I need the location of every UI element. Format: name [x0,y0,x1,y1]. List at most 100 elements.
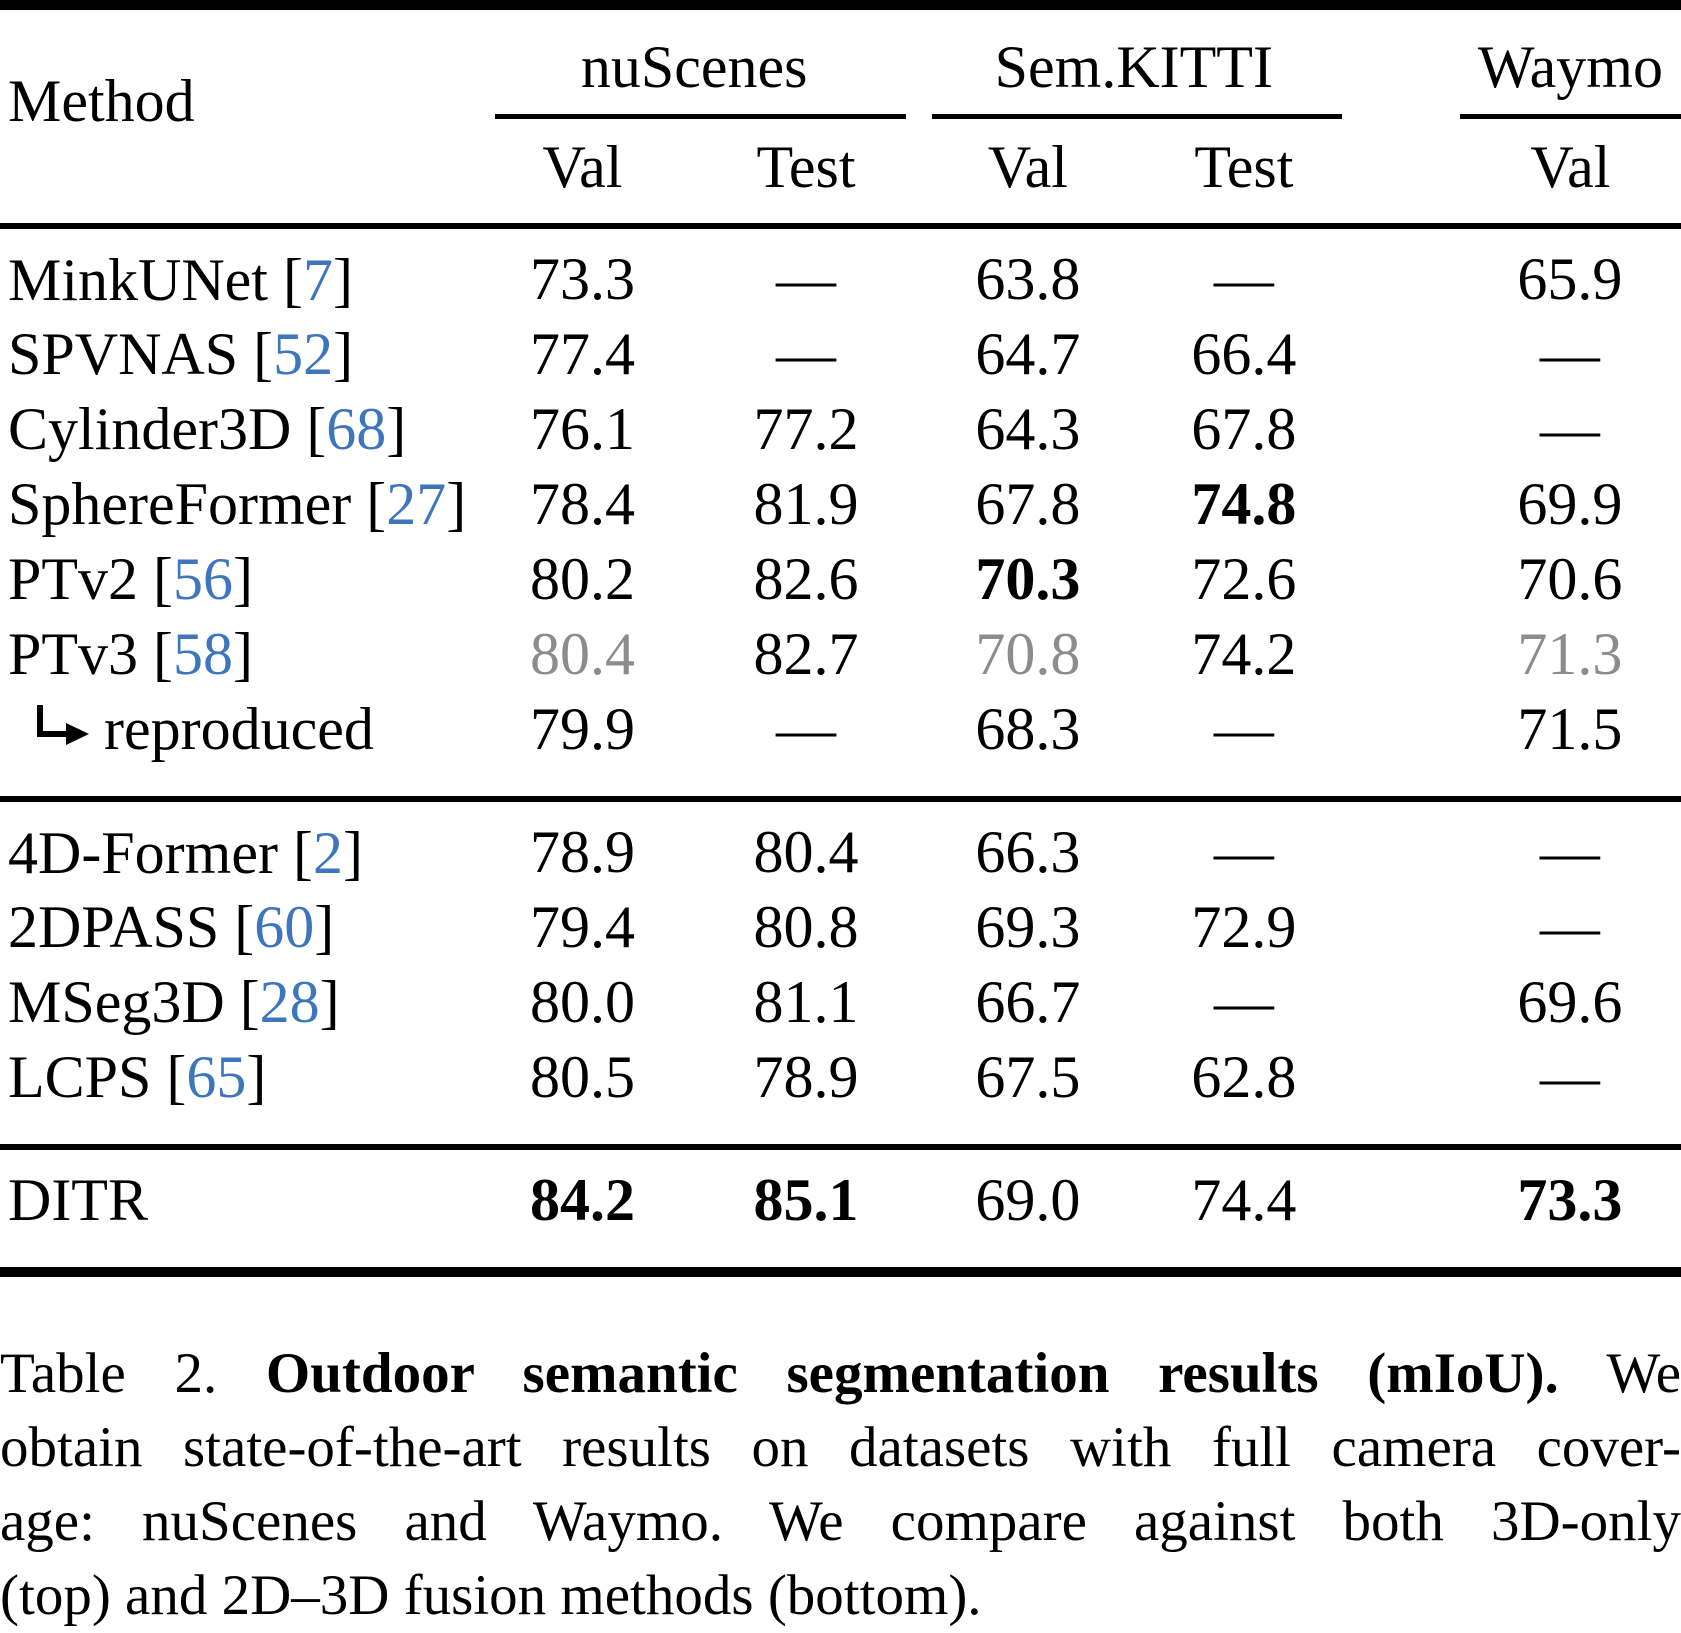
method-cell: reproduced [0,692,471,799]
value-cell: — [1213,819,1274,885]
citation-ref[interactable]: 2 [312,819,343,886]
value-cell: 82.7 [753,621,859,687]
caption-line: Table 2. Outdoor semantic segmentation r… [0,1337,1681,1411]
citation-bracket-close: ] [386,396,407,462]
return-arrow-icon [34,693,90,766]
citation-ref[interactable]: 52 [273,321,334,387]
value-cell: — [1539,1044,1600,1110]
citation-bracket-open: [ [239,969,260,1035]
subcol-nuscenes-test: Test [756,134,856,200]
citation-bracket-close: ] [446,471,467,537]
method-name: PTv2 [8,546,139,612]
group-header-nuscenes: nuScenes [471,5,918,119]
method-cell: SPVNAS [52] [0,317,471,392]
value-cell: 78.9 [529,819,635,885]
table-row: DITR 84.2 85.1 69.0 74.4 73.3 [0,1147,1681,1272]
subcol-semkitti-test: Test [1194,134,1294,200]
citation-ref[interactable]: 68 [326,396,387,462]
method-cell: Cylinder3D [68] [0,392,471,467]
value-cell: 80.8 [753,894,859,960]
method-cell: 4D-Former [2] [0,799,471,890]
citation-ref[interactable]: 60 [254,894,315,960]
citation-ref[interactable]: 56 [173,546,234,612]
value-cell: 80.4 [529,621,635,687]
method-name: LCPS [8,1043,152,1110]
caption-text: We [1606,1342,1681,1405]
value-cell: 69.9 [1517,471,1623,537]
table-row: LCPS [65] 80.5 78.9 67.5 62.8 — [0,1040,1681,1147]
citation-bracket-open: [ [153,546,174,612]
method-name: SPVNAS [8,321,239,387]
value-cell: — [1539,396,1600,462]
value-cell: 77.2 [753,396,859,462]
citation-bracket-open: [ [166,1043,187,1110]
value-cell: 81.1 [753,969,859,1035]
value-cell: 80.4 [753,819,859,885]
value-cell: 66.7 [975,969,1081,1035]
value-cell: 70.3 [975,546,1081,612]
value-cell: 64.7 [975,321,1081,387]
citation-bracket-close: ] [233,621,253,687]
section-2d3d-fusion: 4D-Former [2] 78.9 80.4 66.3 — — 2DPASS [60] 79… [0,799,1681,1147]
value-cell: 78.9 [753,1044,859,1110]
subcol-semkitti-val: Val [987,134,1068,200]
value-cell: 74.8 [1191,471,1297,537]
group-label-waymo: Waymo [1477,34,1663,100]
method-name: MSeg3D [8,969,225,1035]
results-table: Method nuScenes Sem.KITTI Waymo Val Test… [0,0,1681,1277]
citation-bracket-open: [ [253,321,274,387]
table-row: MSeg3D [28] 80.0 81.1 66.7 — 69.6 [0,965,1681,1040]
citation-ref[interactable]: 28 [259,969,320,1035]
citation-bracket-close: ] [246,1043,267,1110]
method-cell: LCPS [65] [0,1040,471,1147]
value-cell: 78.4 [529,471,635,537]
value-cell: 69.0 [975,1167,1081,1233]
method-cell: MinkUNet [7] [0,226,471,317]
subcolumn-header-row: Val Test Val Test Val [0,119,1681,226]
value-cell: 79.9 [529,696,635,762]
subcol-nuscenes-val: Val [542,134,623,200]
value-cell: 79.4 [529,894,635,960]
value-cell: 73.3 [1517,1167,1623,1233]
citation-bracket-close: ] [314,894,335,960]
value-cell: 73.3 [529,246,635,312]
value-cell: 72.6 [1191,546,1297,612]
citation-ref[interactable]: 65 [186,1043,247,1110]
citation-ref[interactable]: 58 [173,621,234,687]
subcol-waymo-val: Val [1530,134,1611,200]
table-row: Cylinder3D [68] 76.1 77.2 64.3 67.8 — [0,392,1681,467]
value-cell: 80.2 [529,546,635,612]
value-cell: 69.6 [1517,969,1623,1035]
caption-line: obtain state-of-the-art results on datas… [0,1411,1681,1485]
method-cell: SphereFormer [27] [0,467,471,542]
method-name: DITR [8,1167,148,1233]
citation-ref[interactable]: 27 [386,471,447,537]
value-cell: 67.8 [1191,396,1297,462]
method-column-header: Method [8,68,195,134]
caption-text: obtain state-of-the-art results on datas… [0,1416,1681,1479]
method-cell: PTv2 [56] [0,542,471,617]
citation-bracket-open: [ [366,471,387,537]
method-name: 4D-Former [8,819,278,886]
value-cell: 69.3 [975,894,1081,960]
value-cell: 80.0 [529,969,635,1035]
caption-text: age: nuScenes and Waymo. We compare agai… [0,1490,1681,1553]
method-cell: DITR [0,1147,471,1272]
method-cell: MSeg3D [28] [0,965,471,1040]
value-cell: 66.3 [975,819,1081,885]
header-rule-semkitti [931,114,1342,119]
table-row: reproduced 79.9 — 68.3 — 71.5 [0,692,1681,799]
caption-title: Outdoor semantic segmentation results (m… [265,1342,1559,1405]
value-cell: 76.1 [529,396,635,462]
table-header: Method nuScenes Sem.KITTI Waymo Val Test… [0,5,1681,226]
table-row: SPVNAS [52] 77.4 — 64.7 66.4 — [0,317,1681,392]
value-cell: 72.9 [1191,894,1297,960]
value-cell: — [1213,969,1274,1035]
value-cell: 80.5 [529,1044,635,1110]
citation-ref[interactable]: 7 [302,246,333,313]
method-name: 2DPASS [8,894,220,960]
group-label-semkitti: Sem.KITTI [994,34,1273,100]
value-cell: 84.2 [529,1167,635,1233]
caption-text: Table 2. [0,1342,218,1405]
value-cell: 71.5 [1517,696,1623,762]
